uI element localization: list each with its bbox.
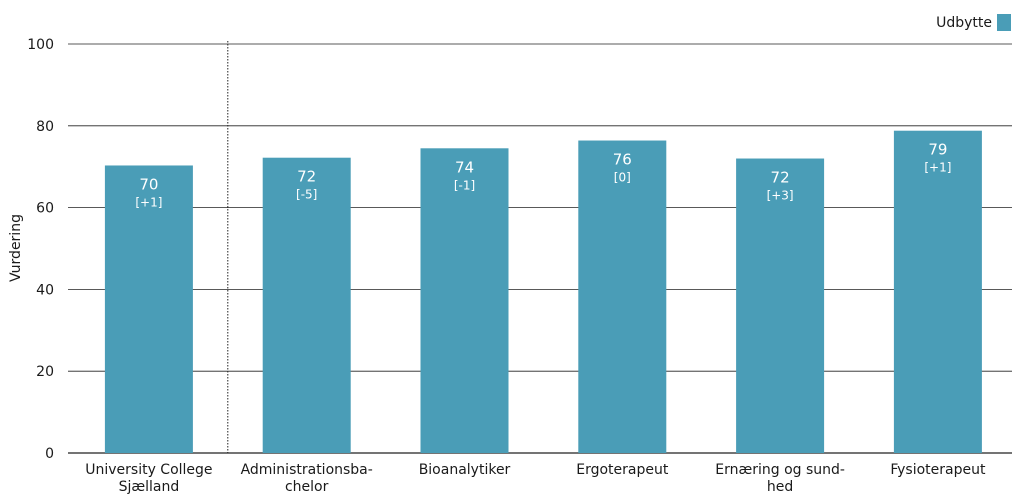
bar-change-label: [+3] bbox=[767, 189, 794, 203]
bar bbox=[578, 140, 667, 454]
bar-value-label: 79 bbox=[928, 141, 947, 159]
x-category-label: Ergoterapeut bbox=[576, 462, 669, 478]
y-tick-label: 80 bbox=[36, 119, 54, 135]
x-category-label: chelor bbox=[285, 479, 329, 495]
legend-label: Udbytte bbox=[936, 15, 992, 31]
y-tick-label: 20 bbox=[36, 364, 54, 380]
x-category-label: Bioanalytiker bbox=[419, 462, 511, 478]
x-category-label: Ernæring og sund- bbox=[715, 462, 845, 478]
bar-change-label: [+1] bbox=[135, 195, 162, 209]
y-tick-label: 100 bbox=[27, 37, 54, 53]
bar-value-label: 70 bbox=[139, 175, 158, 193]
bar-value-label: 76 bbox=[613, 151, 632, 169]
y-tick-label: 60 bbox=[36, 201, 54, 217]
x-category-label: Administrationsba- bbox=[241, 462, 373, 478]
bar bbox=[262, 157, 351, 453]
bar-change-label: [0] bbox=[614, 171, 631, 185]
x-category-label: Sjælland bbox=[119, 479, 180, 495]
bar-change-label: [-1] bbox=[454, 178, 475, 192]
bar bbox=[736, 158, 825, 453]
bar-value-label: 72 bbox=[297, 168, 316, 186]
legend-swatch bbox=[997, 14, 1011, 31]
bar bbox=[104, 165, 193, 453]
y-axis-ticks: 0 20 40 60 80 100 bbox=[27, 37, 54, 462]
bar-change-label: [+1] bbox=[924, 161, 951, 175]
bar bbox=[893, 130, 982, 453]
legend: Udbytte bbox=[936, 14, 1011, 31]
bar-value-label: 72 bbox=[771, 169, 790, 187]
bar-value-label: 74 bbox=[455, 158, 474, 176]
x-category-label: Fysioterapeut bbox=[890, 462, 986, 478]
bar bbox=[420, 148, 509, 454]
bars: 70 [+1] 72 [-5] 74 [-1] 76 [0] 72 [+3] 79 [+1] bbox=[104, 130, 982, 454]
x-category-label: University College bbox=[85, 462, 212, 478]
bar-change-label: [-5] bbox=[296, 188, 317, 202]
y-tick-label: 0 bbox=[45, 446, 54, 462]
y-tick-label: 40 bbox=[36, 282, 54, 298]
y-axis-label: Vurdering bbox=[8, 214, 24, 282]
gridlines bbox=[68, 43, 1012, 454]
x-category-label: hed bbox=[767, 479, 793, 495]
